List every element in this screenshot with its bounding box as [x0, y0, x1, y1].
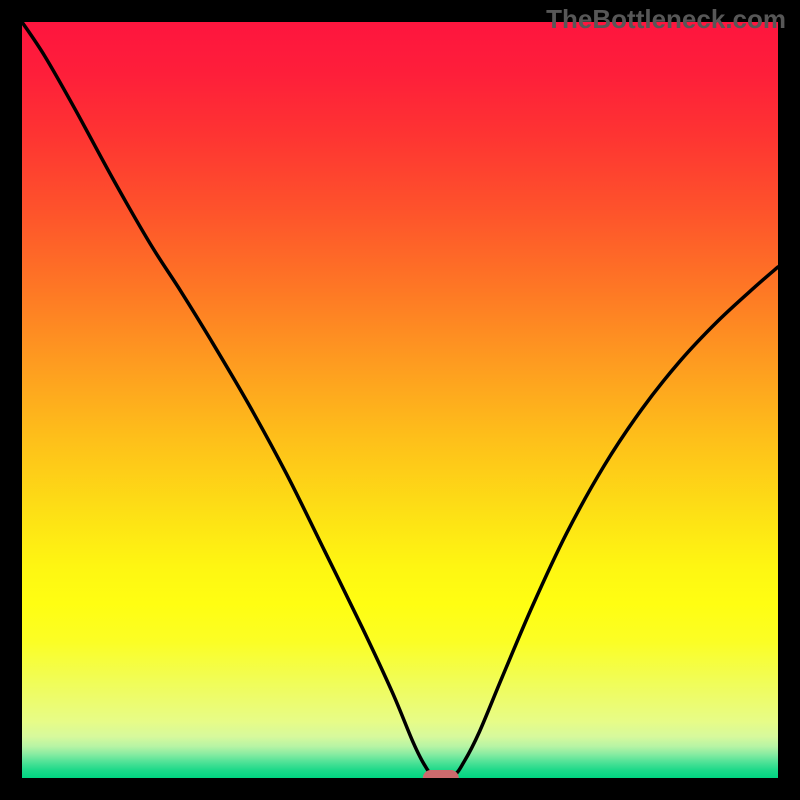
- bottleneck-chart: [0, 0, 800, 800]
- watermark-text: TheBottleneck.com: [546, 4, 786, 35]
- plot-background: [22, 22, 778, 778]
- chart-container: TheBottleneck.com: [0, 0, 800, 800]
